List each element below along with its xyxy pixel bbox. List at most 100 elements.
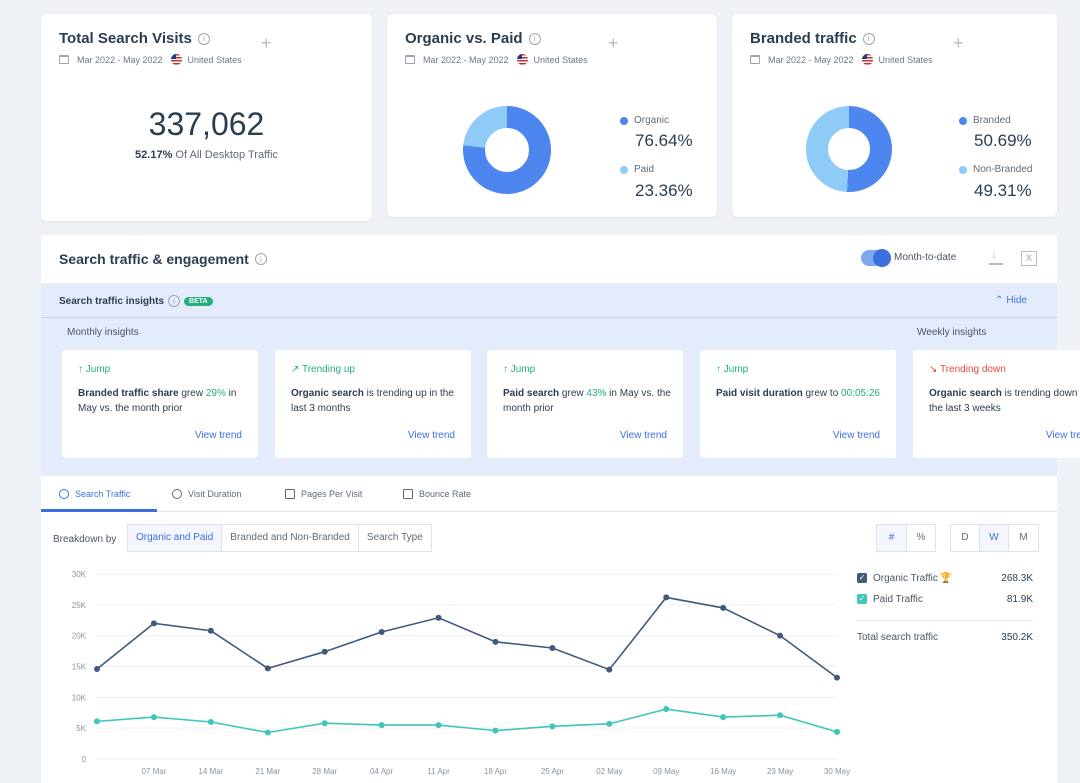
y-tick-label: 0	[82, 755, 87, 764]
add-icon[interactable]: +	[608, 33, 619, 53]
tab-pages-per-visit[interactable]: Pages Per Visit	[285, 489, 362, 499]
info-icon[interactable]: i	[528, 32, 541, 45]
granularity-day[interactable]: D	[951, 525, 980, 551]
tab-visit-duration[interactable]: Visit Duration	[172, 489, 241, 499]
tab-bounce-rate[interactable]: Bounce Rate	[403, 489, 471, 499]
unit-percent[interactable]: %	[916, 532, 926, 543]
granularity-selector: D W M	[950, 524, 1039, 552]
metric-tabs: Search Traffic Visit Duration Pages Per …	[41, 476, 1057, 512]
breakdown-organic-paid[interactable]: Organic and Paid	[128, 525, 223, 551]
insight-text: Paid visit duration grew to 00:05:26	[716, 386, 886, 401]
tab-search-traffic[interactable]: Search Traffic	[59, 489, 130, 499]
data-point[interactable]	[606, 720, 613, 727]
checkbox-icon[interactable]: ✓	[857, 594, 867, 604]
series-line-organic-traffic	[96, 596, 838, 679]
insight-bold: Paid search	[503, 388, 560, 399]
data-point[interactable]	[834, 674, 840, 681]
x-tick-label: 02 May	[596, 767, 622, 776]
data-point[interactable]	[720, 714, 727, 721]
insight-pre: is trending up in the last 3 months	[291, 388, 454, 414]
data-point[interactable]	[94, 718, 100, 725]
data-point[interactable]	[492, 638, 499, 645]
info-icon[interactable]: i	[197, 32, 210, 45]
calendar-icon	[405, 55, 415, 64]
data-point[interactable]	[321, 720, 328, 727]
data-point[interactable]	[264, 665, 271, 672]
info-icon[interactable]: i	[254, 253, 267, 265]
legend-total: Total search traffic 350.2K	[857, 631, 1033, 652]
view-trend-link[interactable]: View trend	[619, 430, 667, 441]
data-point[interactable]	[777, 712, 784, 719]
total-search-visits-card: Total Search Visits i + Mar 2022 - May 2…	[41, 14, 372, 221]
view-trend-link[interactable]: View trend	[1045, 430, 1080, 441]
data-point[interactable]	[834, 728, 840, 735]
trend-up-icon: ↑	[503, 364, 511, 375]
data-point[interactable]	[321, 648, 328, 655]
granularity-week[interactable]: W	[980, 525, 1009, 551]
data-point[interactable]	[150, 714, 157, 721]
x-tick-label: 30 May	[824, 767, 850, 776]
x-tick-label: 07 Mar	[141, 767, 166, 776]
tab-label: Bounce Rate	[419, 489, 472, 499]
x-tick-label: 21 Mar	[255, 767, 280, 776]
insight-pre: is trending down in the last 3 weeks	[929, 388, 1080, 414]
insight-kind-text: Trending down	[939, 364, 1006, 375]
data-point[interactable]	[150, 620, 157, 627]
breakdown-search-type[interactable]: Search Type	[366, 532, 423, 543]
download-icon[interactable]	[989, 247, 1003, 265]
data-point[interactable]	[264, 729, 271, 736]
month-to-date-toggle[interactable]	[861, 249, 891, 267]
insight-post: in May vs. the month prior	[503, 388, 671, 414]
insight-card: ↗ Trending up Organic search is trending …	[275, 350, 471, 458]
insight-text: Organic search is trending up in the las…	[291, 386, 461, 416]
legend-paid-traffic[interactable]: ✓ Paid Traffic 81.9K	[857, 593, 1033, 614]
excel-export-icon[interactable]: X	[1021, 251, 1037, 266]
hide-insights-link[interactable]: ⌃ Hide	[995, 295, 1027, 306]
checkbox-icon[interactable]: ✓	[857, 573, 867, 583]
data-point[interactable]	[549, 645, 556, 651]
data-point[interactable]	[777, 632, 784, 639]
data-point[interactable]	[94, 665, 100, 672]
donut-slice-non-branded[interactable]	[806, 106, 892, 192]
data-point[interactable]	[207, 627, 214, 634]
x-tick-label: 28 Mar	[312, 767, 337, 776]
insight-text: Organic search is trending down in the l…	[929, 386, 1080, 416]
legend-organic-traffic[interactable]: ✓ Organic Traffic 🏆 268.3K	[857, 572, 1033, 593]
add-icon[interactable]: +	[953, 33, 964, 53]
insight-pre: grew	[178, 388, 206, 399]
breakdown-branded[interactable]: Branded and Non-Branded	[222, 525, 359, 551]
data-point[interactable]	[207, 719, 214, 725]
data-point[interactable]	[606, 666, 613, 673]
legend-branded: Branded	[959, 115, 1011, 126]
view-trend-link[interactable]: View trend	[832, 430, 880, 441]
insights-header-text: Search traffic insights	[59, 295, 165, 307]
data-point[interactable]	[378, 722, 385, 729]
info-icon[interactable]: i	[862, 32, 875, 45]
date-range: Mar 2022 - May 2022	[423, 54, 509, 65]
country: United States	[878, 54, 933, 65]
data-point[interactable]	[378, 628, 385, 635]
unit-number[interactable]: #	[877, 525, 907, 551]
insight-post: in May vs. the month prior	[78, 388, 237, 414]
granularity-month[interactable]: M	[1019, 532, 1028, 543]
y-tick-label: 25K	[72, 601, 87, 610]
data-point[interactable]	[492, 727, 499, 734]
insight-bold: Organic search	[291, 388, 364, 399]
insight-card: ↘ Trending down Organic search is trendin…	[913, 350, 1080, 458]
beta-badge: BETA	[184, 296, 213, 306]
organic-label-text: Organic Traffic	[873, 573, 938, 584]
data-point[interactable]	[435, 614, 442, 621]
add-icon[interactable]: +	[261, 33, 272, 53]
view-trend-link[interactable]: View trend	[407, 430, 455, 441]
data-point[interactable]	[435, 722, 442, 729]
donut-slice-paid[interactable]	[463, 106, 551, 194]
insight-bold: Paid visit duration	[716, 388, 803, 399]
data-point[interactable]	[549, 723, 556, 730]
info-icon[interactable]: i	[168, 295, 181, 307]
insight-kind: ↑ Jump	[503, 364, 535, 375]
data-point[interactable]	[720, 604, 727, 611]
data-point[interactable]	[663, 706, 670, 713]
insight-card: ↑ Jump Paid visit duration grew to 00:05:…	[700, 350, 896, 458]
view-trend-link[interactable]: View trend	[194, 430, 242, 441]
data-point[interactable]	[663, 594, 670, 601]
